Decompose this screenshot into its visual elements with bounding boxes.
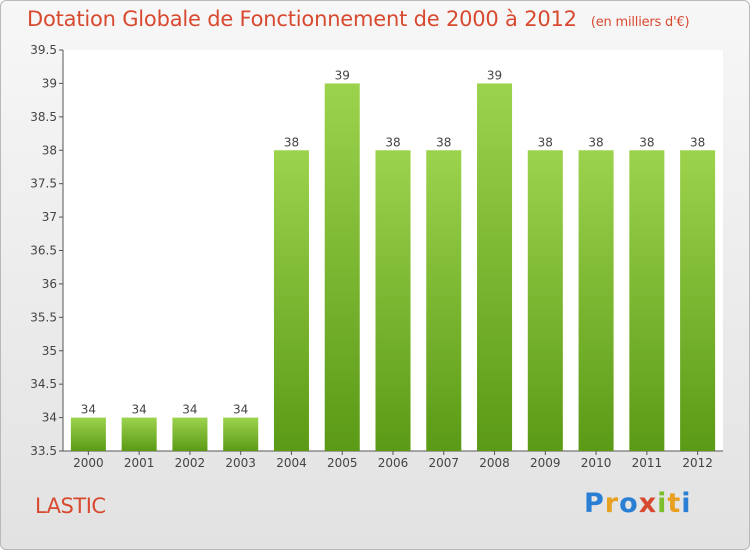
data-label-2002: 34 [182,403,197,417]
data-label-2000: 34 [81,403,96,417]
y-tick-label: 36 [42,277,57,291]
x-tick-label: 2003 [225,456,256,470]
y-tick-label: 35.5 [30,310,57,324]
data-label-2008: 39 [487,68,502,82]
y-tick-label: 38.5 [30,110,57,124]
y-tick-label: 34.5 [30,377,57,391]
y-tick-label: 39.5 [30,43,57,57]
y-tick-label: 34 [42,411,57,425]
logo-letter: r [604,488,620,519]
x-tick-label: 2006 [378,456,409,470]
x-tick-label: 2004 [276,456,307,470]
data-label-2007: 38 [436,135,451,149]
y-tick-label: 36.5 [30,244,57,258]
x-tick-label: 2012 [682,456,713,470]
logo-letter: x [638,488,658,519]
data-label-2011: 38 [639,135,654,149]
bar-2002[interactable] [172,417,208,451]
chart-subtitle: (en milliers d'€) [590,15,690,30]
x-tick-label: 2009 [530,456,561,470]
data-labels-group: 34 34 34 34 38 39 38 38 39 38 38 38 38 [81,68,706,416]
y-tick-label: 33.5 [30,444,57,458]
data-label-2006: 38 [385,135,400,149]
chart-title: Dotation Globale de Fonctionnement de 20… [27,7,690,31]
x-tick-label: 2008 [479,456,510,470]
x-tick-label: 2000 [73,456,104,470]
logo-letter: i [681,488,692,519]
bar-2007[interactable] [426,150,462,451]
data-label-2012: 38 [690,135,705,149]
y-axis: 33.5 34 34.5 35 35.5 36 36.5 37 37.5 38 38.5 39 39.5 [30,43,64,458]
logo-letter: i [657,488,668,519]
bar-2004[interactable] [273,150,309,451]
data-label-2004: 38 [284,135,299,149]
bar-2006[interactable] [375,150,411,451]
x-tick-label: 2011 [632,456,663,470]
y-tick-label: 37 [42,210,57,224]
x-tick-label: 2002 [175,456,206,470]
bar-2009[interactable] [527,150,563,451]
bar-2005[interactable] [324,83,360,452]
y-tick-label: 39 [42,76,57,90]
data-label-2003: 34 [233,403,248,417]
data-label-2010: 38 [588,135,603,149]
logo-letter: P [584,488,605,519]
x-tick-label: 2001 [124,456,155,470]
bar-2011[interactable] [629,150,665,451]
bar-2012[interactable] [680,150,716,451]
bars-group [70,83,716,452]
y-tick-label: 37.5 [30,177,57,191]
city-name: LASTIC [35,494,106,518]
data-label-2009: 38 [538,135,553,149]
y-tick-label: 38 [42,143,57,157]
chart-title-text: Dotation Globale de Fonctionnement de 20… [27,7,577,31]
bar-2010[interactable] [578,150,614,451]
x-tick-label: 2007 [428,456,459,470]
bar-2008[interactable] [477,83,513,452]
bar-2001[interactable] [121,417,157,451]
x-axis: 2000 2001 2002 2003 2004 2005 2006 2007 2008 2009… [63,450,723,470]
bar-2003[interactable] [223,417,259,451]
x-tick-label: 2010 [581,456,612,470]
logo-letter: t [667,488,682,519]
proxiti-logo[interactable]: Proxiti [584,488,692,519]
y-tick-label: 35 [42,344,57,358]
logo-letter: o [619,488,639,519]
bar-2000[interactable] [70,417,106,451]
x-tick-label: 2005 [327,456,358,470]
data-label-2005: 39 [335,68,350,82]
data-label-2001: 34 [132,403,147,417]
